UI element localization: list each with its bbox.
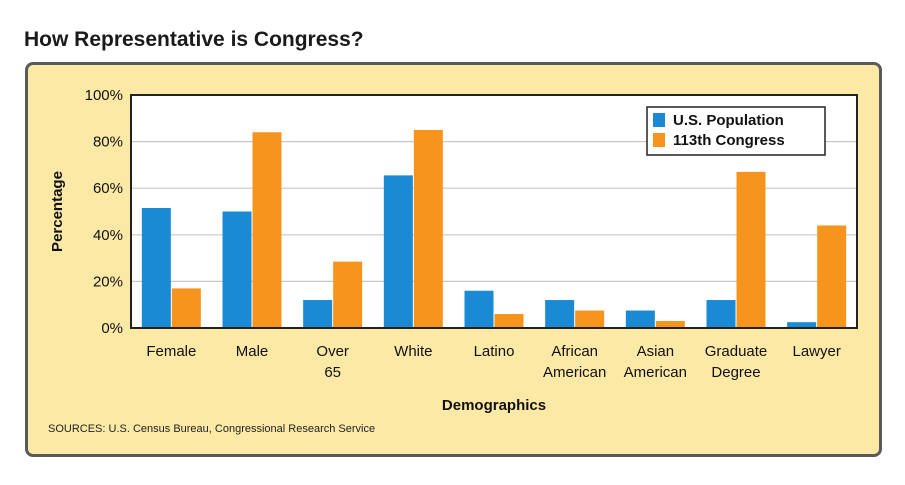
legend-box (646, 106, 826, 156)
bar-us-population (464, 290, 494, 328)
y-axis-title: Percentage (49, 171, 66, 252)
bar-us-population (141, 208, 171, 328)
x-tick-label: African (551, 343, 598, 360)
bar-congress (736, 171, 766, 328)
bar-us-population (303, 300, 333, 328)
chart-title: How Representative is Congress? (24, 28, 364, 51)
y-tick-label: 40% (93, 227, 123, 244)
bar-congress (575, 310, 605, 328)
legend-label: 113th Congress (673, 132, 785, 149)
bar-congress (494, 314, 524, 328)
y-tick-label: 80% (93, 134, 123, 151)
x-tick-label: Female (146, 343, 196, 360)
x-tick-label: American (543, 364, 606, 381)
bar-congress (655, 321, 685, 328)
bar-us-population (625, 310, 655, 328)
x-tick-label: Graduate (705, 343, 768, 360)
x-tick-label: Degree (711, 364, 760, 381)
x-tick-label: Over (316, 343, 349, 360)
y-tick-label: 0% (101, 320, 123, 337)
x-tick-label: 65 (324, 364, 341, 381)
legend-label: U.S. Population (673, 112, 784, 129)
bar-congress (333, 261, 363, 328)
legend-swatch (653, 133, 665, 147)
bar-us-population (787, 322, 817, 328)
x-tick-label: Male (236, 343, 269, 360)
bar-congress (413, 129, 443, 328)
x-tick-label: American (624, 364, 687, 381)
bar-us-population (706, 300, 736, 328)
y-tick-label: 60% (93, 180, 123, 197)
y-tick-label: 100% (85, 87, 123, 104)
x-tick-label: Lawyer (792, 343, 840, 360)
bar-us-population (383, 175, 413, 328)
y-tick-label: 20% (93, 273, 123, 290)
x-tick-label: White (394, 343, 432, 360)
bar-congress (817, 225, 847, 328)
bar-us-population (545, 300, 575, 328)
bar-congress (171, 288, 201, 328)
source-note: SOURCES: U.S. Census Bureau, Congression… (48, 423, 376, 435)
bar-us-population (222, 211, 252, 328)
legend-swatch (653, 113, 665, 127)
x-axis-title: Demographics (442, 397, 546, 414)
bar-congress (252, 132, 282, 328)
plot-frame (130, 94, 858, 329)
x-tick-label: Asian (637, 343, 675, 360)
x-tick-label: Latino (474, 343, 515, 360)
